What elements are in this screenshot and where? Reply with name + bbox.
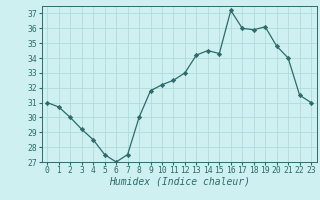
X-axis label: Humidex (Indice chaleur): Humidex (Indice chaleur) <box>109 177 250 187</box>
